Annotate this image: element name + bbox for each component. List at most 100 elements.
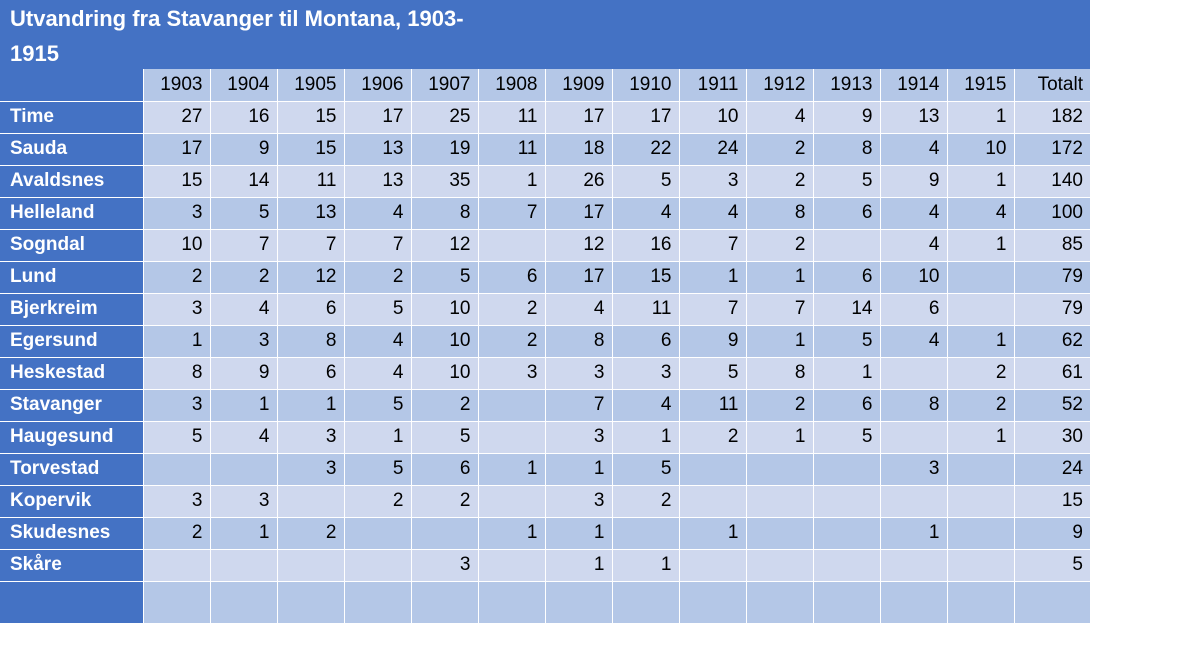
value-cell: [745, 453, 813, 486]
row-label-cell: Skåre: [0, 549, 143, 582]
value-cell: 9: [678, 325, 746, 358]
value-cell: 22: [611, 133, 679, 166]
total-cell: 79: [1013, 261, 1090, 294]
value-cell: 10: [410, 357, 478, 390]
value-cell: 3: [544, 485, 612, 518]
value-cell: 7: [678, 293, 746, 326]
table-row: Sauda 17 9 15 13 19 11 18 22 24 2 8 4 10 172: [0, 133, 1090, 166]
value-cell: 4: [343, 197, 411, 230]
value-cell: 3: [410, 549, 478, 582]
value-cell: 13: [343, 133, 411, 166]
value-cell: 4: [611, 389, 679, 422]
value-cell: 5: [678, 357, 746, 390]
value-cell: 1: [477, 453, 545, 486]
table-title-bar: Utvandring fra Stavanger til Montana, 19…: [0, 0, 1090, 69]
value-cell: 10: [879, 261, 947, 294]
value-cell: 10: [678, 101, 746, 134]
total-cell: 9: [1013, 517, 1090, 550]
value-cell: 7: [343, 229, 411, 262]
value-cell: 2: [946, 389, 1014, 422]
row-label-cell: Bjerkreim: [0, 293, 143, 326]
header-corner-cell: [0, 69, 143, 102]
total-cell: 85: [1013, 229, 1090, 262]
value-cell: 1: [946, 421, 1014, 454]
value-cell: 2: [946, 357, 1014, 390]
value-cell: 26: [544, 165, 612, 198]
value-cell: 7: [477, 197, 545, 230]
value-cell: 2: [745, 229, 813, 262]
value-cell: 2: [477, 293, 545, 326]
value-cell: 15: [611, 261, 679, 294]
value-cell: 17: [343, 101, 411, 134]
value-cell: 27: [142, 101, 210, 134]
table-row: Haugesund 5 4 3 1 5 3 1 2 1 5 1 30: [0, 421, 1090, 454]
column-header-cell: 1904: [209, 69, 277, 102]
value-cell: 2: [678, 421, 746, 454]
value-cell: [812, 229, 880, 262]
row-label-cell: Heskestad: [0, 357, 143, 390]
value-cell: 4: [879, 133, 947, 166]
value-cell: 2: [343, 485, 411, 518]
value-cell: [142, 549, 210, 582]
value-cell: [276, 549, 344, 582]
value-cell: 7: [544, 389, 612, 422]
value-cell: [946, 549, 1014, 582]
value-cell: 4: [678, 197, 746, 230]
value-cell: 3: [209, 485, 277, 518]
value-cell: 1: [544, 453, 612, 486]
value-cell: 5: [142, 421, 210, 454]
value-cell: 8: [276, 325, 344, 358]
value-cell: [946, 485, 1014, 518]
column-header-cell: Totalt: [1013, 69, 1090, 102]
value-cell: 2: [745, 133, 813, 166]
table-row: Heskestad 8 9 6 4 10 3 3 3 5 8 1 2 61: [0, 357, 1090, 390]
value-cell: 1: [477, 165, 545, 198]
total-cell: 172: [1013, 133, 1090, 166]
value-cell: 18: [544, 133, 612, 166]
empty-table-row: [0, 581, 1090, 624]
column-header-cell: 1909: [544, 69, 612, 102]
value-cell: 5: [343, 389, 411, 422]
column-header-cell: 1911: [678, 69, 746, 102]
value-cell: 2: [745, 165, 813, 198]
value-cell: 6: [879, 293, 947, 326]
value-cell: 4: [879, 197, 947, 230]
empty-cell: [544, 581, 612, 624]
value-cell: 7: [678, 229, 746, 262]
value-cell: 14: [812, 293, 880, 326]
value-cell: 9: [879, 165, 947, 198]
value-cell: 11: [276, 165, 344, 198]
value-cell: 3: [477, 357, 545, 390]
value-cell: [611, 517, 679, 550]
value-cell: 3: [276, 421, 344, 454]
value-cell: 10: [142, 229, 210, 262]
value-cell: 5: [812, 325, 880, 358]
value-cell: 2: [142, 517, 210, 550]
total-cell: 15: [1013, 485, 1090, 518]
value-cell: 2: [276, 517, 344, 550]
column-header-cell: 1906: [343, 69, 411, 102]
value-cell: 4: [209, 421, 277, 454]
row-label-cell: Helleland: [0, 197, 143, 230]
value-cell: 1: [209, 389, 277, 422]
empty-cell: [477, 581, 545, 624]
empty-cell: [879, 581, 947, 624]
value-cell: 9: [209, 133, 277, 166]
column-header-cell: 1903: [142, 69, 210, 102]
value-cell: [276, 485, 344, 518]
value-cell: 35: [410, 165, 478, 198]
row-label-cell: Sogndal: [0, 229, 143, 262]
row-label-cell: Sauda: [0, 133, 143, 166]
value-cell: 2: [410, 485, 478, 518]
value-cell: 12: [410, 229, 478, 262]
value-cell: 1: [678, 517, 746, 550]
value-cell: 7: [276, 229, 344, 262]
value-cell: 4: [745, 101, 813, 134]
value-cell: [410, 517, 478, 550]
column-header-cell: 1905: [276, 69, 344, 102]
table-row: Avaldsnes 15 14 11 13 35 1 26 5 3 2 5 9 1 140: [0, 165, 1090, 198]
value-cell: 10: [410, 293, 478, 326]
emigration-table-sheet: Utvandring fra Stavanger til Montana, 19…: [0, 0, 1090, 624]
value-cell: 3: [678, 165, 746, 198]
value-cell: 5: [410, 261, 478, 294]
